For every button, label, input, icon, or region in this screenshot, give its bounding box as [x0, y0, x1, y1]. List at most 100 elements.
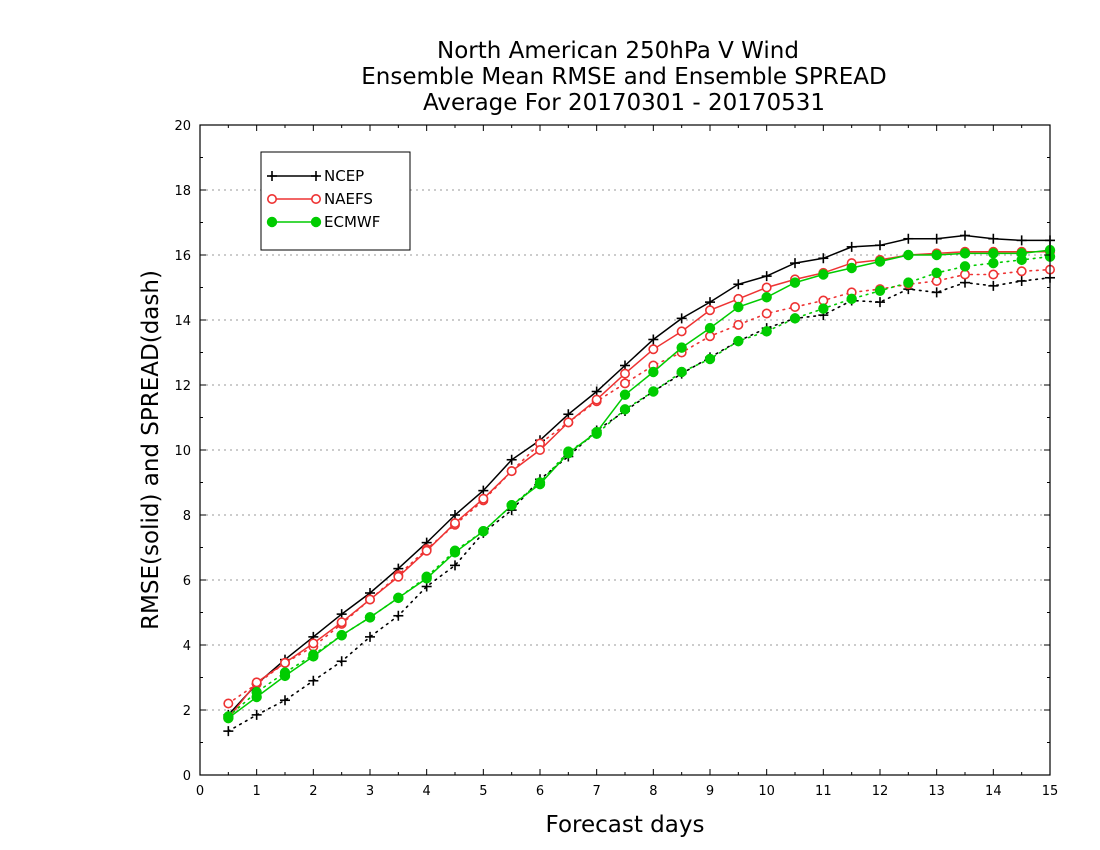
series-ecmwf-rmse-point — [1016, 248, 1027, 259]
series-ncep-spread-point — [1016, 276, 1027, 286]
series-naefs-rmse-point — [449, 518, 460, 529]
series-ncep-rmse-point — [988, 233, 999, 244]
series-ecmwf-rmse-point — [223, 712, 234, 724]
series-ecmwf-rmse-point — [846, 262, 857, 274]
series-ncep-rmse-point — [960, 230, 970, 241]
y-tick-label: 20 — [174, 119, 191, 134]
legend-marker — [267, 171, 277, 181]
series-ncep-rmse-point — [818, 253, 829, 264]
series-ecmwf-spread-point — [959, 261, 971, 272]
series-ncep-spread-point — [251, 709, 262, 720]
x-tick-label: 9 — [706, 784, 714, 799]
series-ncep-rmse-point — [931, 233, 942, 244]
series-naefs-rmse-point — [393, 571, 404, 582]
series-ecmwf-rmse-point — [959, 248, 971, 259]
legend-item-ecmwf: ECMWF — [266, 213, 380, 231]
series-naefs-rmse-point — [336, 617, 347, 628]
series-naefs-spread-point — [733, 319, 744, 330]
series-ncep-rmse-point — [903, 233, 914, 244]
series-ecmwf-rmse-point — [251, 691, 262, 703]
x-tick-label: 1 — [253, 784, 261, 799]
series-naefs-rmse-point — [251, 677, 262, 688]
series-ncep-rmse-point — [506, 454, 517, 465]
series-naefs-rmse-point — [648, 344, 659, 355]
legend-marker — [310, 216, 322, 228]
series-naefs-rmse-point — [478, 493, 489, 504]
series-ncep-spread-point — [280, 695, 290, 706]
y-tick-label: 10 — [174, 444, 191, 459]
series-naefs-rmse-point — [761, 282, 772, 293]
series-naefs-rmse-point — [704, 305, 715, 316]
legend-marker — [310, 194, 321, 205]
series-ncep-spread-point — [365, 631, 375, 642]
series-naefs-spread-point — [988, 269, 999, 280]
y-tick-label: 16 — [174, 249, 191, 264]
series-naefs-rmse-point — [591, 394, 602, 405]
series-ecmwf — [223, 244, 1056, 724]
x-tick-label: 5 — [479, 784, 487, 799]
series-ecmwf-spread-line — [227, 255, 1051, 718]
legend-box — [260, 151, 411, 251]
series-naefs — [223, 246, 1056, 724]
series-ncep-spread-point — [875, 297, 885, 308]
series-ecmwf-rmse-point — [704, 322, 716, 334]
series-ecmwf-rmse-point — [563, 448, 574, 459]
series-ncep — [223, 230, 1055, 737]
series-ecmwf-rmse-point — [903, 249, 914, 261]
series-naefs-rmse-point — [421, 545, 432, 556]
series-ecmwf-spread-point — [789, 313, 801, 324]
legend-marker — [266, 216, 278, 228]
series-ecmwf-rmse-point — [988, 248, 999, 259]
series-ecmwf-rmse-point — [874, 256, 886, 267]
series-ncep-rmse-point — [846, 241, 857, 252]
series-ncep-spread-point — [336, 656, 347, 667]
x-tick-label: 8 — [649, 784, 657, 799]
chart-title-line-2: Ensemble Mean RMSE and Ensemble SPREAD — [361, 64, 886, 90]
y-tick-label: 8 — [183, 509, 191, 524]
x-tick-label: 0 — [196, 784, 204, 799]
series-ecmwf-spread-point — [619, 404, 631, 415]
x-tick-label: 12 — [872, 784, 889, 799]
series-naefs-rmse-line — [227, 251, 1050, 719]
series-ecmwf-rmse-point — [308, 651, 319, 662]
series-naefs-rmse-point — [563, 417, 574, 428]
series-ecmwf-rmse-point — [364, 612, 376, 623]
series-ncep-rmse-point — [875, 240, 885, 251]
series-naefs-rmse-point — [534, 444, 545, 455]
series-ecmwf-rmse-point — [789, 277, 801, 288]
series-ecmwf-spread-point — [846, 293, 857, 305]
y-axis-label: RMSE(solid) and SPREAD(dash) — [138, 270, 164, 630]
series-ecmwf-spread-point — [818, 303, 829, 314]
series-ecmwf-spread-point — [988, 257, 999, 269]
series-naefs-rmse-point — [279, 657, 290, 668]
legend-marker — [311, 171, 321, 181]
series-ecmwf-rmse-point — [478, 526, 489, 537]
series-ecmwf-rmse-point — [818, 269, 829, 280]
series-naefs-spread-point — [619, 378, 630, 389]
series-ecmwf-spread-point — [733, 335, 744, 347]
x-tick-label: 14 — [985, 784, 1002, 799]
series-ncep-rmse-point — [1016, 235, 1027, 246]
legend-item-naefs: NAEFS — [266, 190, 373, 208]
series-naefs-rmse-point — [364, 594, 375, 605]
series-ecmwf-rmse-point — [676, 342, 687, 353]
series-ecmwf-rmse-point — [534, 478, 546, 490]
series-ncep-spread-point — [393, 610, 404, 621]
series-naefs-spread-line — [227, 268, 1051, 705]
chart-title-line-3: Average For 20170301 - 20170531 — [423, 90, 825, 116]
y-tick-label: 6 — [183, 574, 191, 589]
legend-marker — [266, 194, 277, 205]
legend: NCEP NAEFS ECMWF — [260, 151, 411, 251]
y-tick-label: 4 — [183, 639, 191, 654]
series-ecmwf-rmse-point — [648, 366, 659, 378]
series-ecmwf-rmse-point — [619, 389, 631, 400]
series-ncep-spread-point — [308, 675, 319, 686]
x-tick-label: 3 — [366, 784, 374, 799]
chart-title-line-1: North American 250hPa V Wind — [437, 38, 799, 64]
series-ecmwf-spread-point — [874, 285, 886, 296]
legend-label: NAEFS — [324, 190, 373, 208]
series-ncep-spread-point — [450, 560, 460, 571]
series-ecmwf-rmse-point — [761, 292, 772, 303]
series-naefs-rmse-point — [506, 466, 517, 477]
